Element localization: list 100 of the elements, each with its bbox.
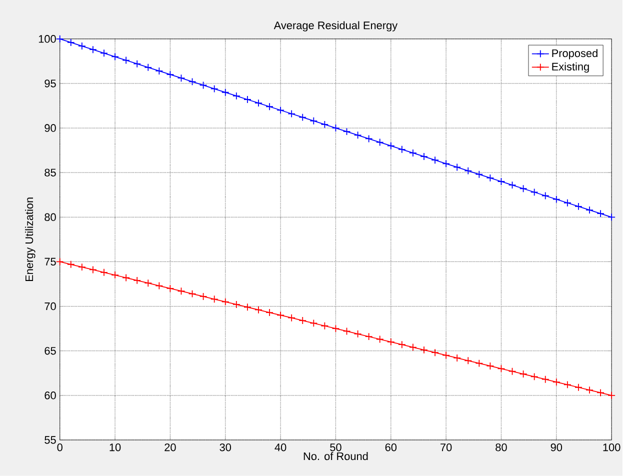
point (354, 131, 362, 140)
point (221, 88, 230, 96)
point (552, 378, 560, 386)
point (442, 351, 450, 360)
y-tick-label: 70 (44, 302, 56, 310)
point (210, 295, 218, 304)
x-tick-label: 30 (220, 444, 232, 452)
point (298, 316, 307, 325)
point (475, 170, 484, 178)
point (376, 335, 384, 344)
point (266, 102, 274, 111)
point (254, 306, 262, 314)
point (133, 276, 142, 284)
point (486, 362, 494, 370)
x-tick-label: 70 (440, 444, 452, 452)
point (475, 359, 484, 368)
x-tick-label: 0 (57, 444, 62, 452)
x-tick-label: 40 (274, 444, 286, 452)
point (78, 42, 86, 50)
point (188, 78, 196, 86)
point (464, 166, 472, 175)
point (332, 124, 340, 132)
point (100, 268, 108, 276)
point (244, 96, 252, 104)
point (266, 308, 274, 317)
point (398, 146, 406, 154)
point (254, 99, 262, 108)
point (232, 92, 240, 100)
point (276, 106, 284, 114)
point (442, 160, 450, 168)
point (431, 156, 439, 164)
y-tick-label: 75 (44, 258, 56, 266)
point (66, 260, 75, 268)
point (144, 279, 152, 288)
point (332, 324, 340, 333)
point (144, 64, 152, 72)
point (56, 35, 64, 43)
point (564, 380, 572, 389)
point (166, 70, 174, 79)
point (320, 120, 329, 128)
point (541, 192, 550, 200)
point (342, 327, 351, 336)
point (497, 364, 506, 373)
point (177, 74, 186, 82)
point (596, 388, 604, 397)
point (111, 271, 119, 280)
y-tick-label: 55 (44, 436, 56, 444)
point (376, 138, 384, 146)
point (133, 60, 142, 68)
point (288, 314, 296, 322)
point (552, 195, 560, 204)
point (409, 343, 417, 352)
point (310, 117, 318, 125)
x-tick-label: 90 (550, 444, 562, 452)
y-axis-title: Energy Utilization (25, 198, 36, 282)
point (508, 181, 516, 190)
point (298, 113, 307, 122)
point (100, 49, 108, 58)
y-tick-label: 100 (38, 35, 56, 43)
point (244, 303, 252, 312)
y-tick-label: 80 (44, 213, 56, 222)
point (310, 319, 318, 328)
point (431, 348, 439, 357)
point (342, 128, 351, 136)
point (199, 81, 208, 90)
point (586, 386, 594, 394)
point (78, 263, 86, 272)
point (210, 84, 218, 93)
point (386, 338, 395, 346)
point (508, 367, 516, 376)
point (232, 300, 240, 308)
point (420, 346, 428, 354)
point (564, 199, 572, 207)
point (155, 67, 164, 75)
point (519, 370, 528, 378)
point (486, 174, 494, 182)
point (288, 110, 296, 118)
point (464, 356, 472, 365)
point (364, 134, 373, 143)
point (530, 372, 538, 381)
point (364, 332, 373, 341)
point (608, 392, 616, 400)
x-tick-label: 10 (110, 444, 121, 452)
point (453, 163, 462, 172)
point (122, 56, 130, 64)
point (66, 38, 75, 46)
point (188, 290, 196, 298)
point (221, 298, 230, 306)
y-tick-label: 65 (44, 347, 56, 355)
point (155, 282, 164, 290)
point (574, 384, 582, 392)
point (354, 330, 362, 338)
point (111, 52, 119, 61)
point (586, 206, 594, 214)
point (596, 210, 604, 218)
chart-title: Average Residual Energy (274, 21, 398, 32)
point (320, 322, 329, 330)
legend-label: Proposed (552, 49, 598, 60)
point (166, 284, 174, 292)
legend-label: Existing (552, 62, 589, 73)
